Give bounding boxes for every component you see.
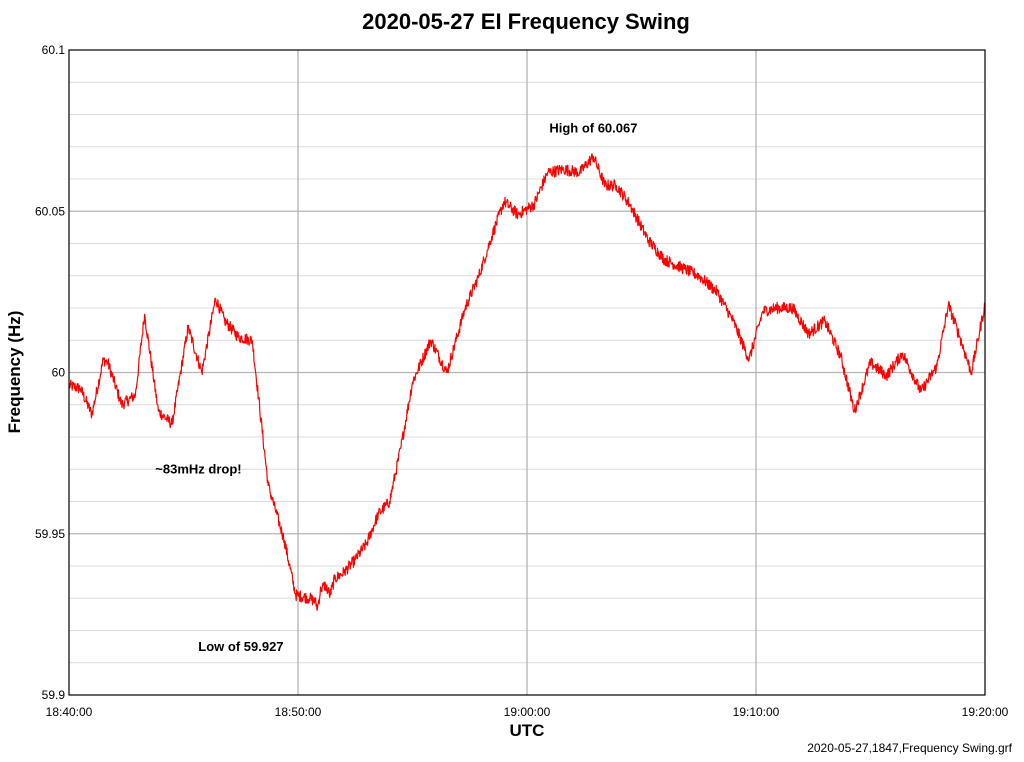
grid xyxy=(69,50,985,695)
footer-filename: 2020-05-27,1847,Frequency Swing.grf xyxy=(807,741,1012,755)
x-tick-label: 19:10:00 xyxy=(733,705,780,719)
x-tick-label: 19:20:00 xyxy=(962,705,1009,719)
chart-title: 2020-05-27 EI Frequency Swing xyxy=(362,9,690,34)
x-axis-title: UTC xyxy=(510,721,545,740)
x-tick-labels: 18:40:00 18:50:00 19:00:00 19:10:00 19:20:00 xyxy=(46,705,1009,719)
y-tick-label: 60.1 xyxy=(42,43,66,57)
annotations: High of 60.067 ~83mHz drop! Low of 59.927 xyxy=(155,120,637,654)
y-axis-title: Frequency (Hz) xyxy=(5,311,24,434)
y-tick-label: 60 xyxy=(52,366,66,380)
frequency-series-line xyxy=(69,153,985,611)
y-tick-label: 59.95 xyxy=(35,527,65,541)
x-tick-label: 19:00:00 xyxy=(504,705,551,719)
annotation-label: ~83mHz drop! xyxy=(155,461,241,476)
x-tick-label: 18:40:00 xyxy=(46,705,93,719)
y-tick-labels: 59.9 59.95 60 60.05 60.1 xyxy=(35,43,65,702)
y-tick-label: 59.9 xyxy=(42,688,66,702)
x-tick-label: 18:50:00 xyxy=(275,705,322,719)
annotation-label: Low of 59.927 xyxy=(198,639,283,654)
annotation-label: High of 60.067 xyxy=(549,120,637,135)
y-tick-label: 60.05 xyxy=(35,204,65,218)
plot-frame xyxy=(68,49,986,696)
